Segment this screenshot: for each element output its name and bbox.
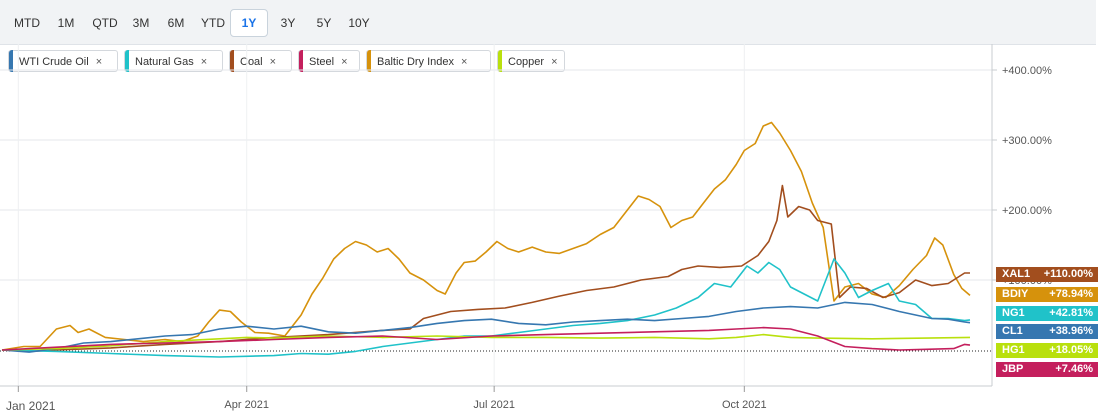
- legend-label: Copper: [508, 56, 545, 68]
- series-line-coal: [1, 184, 970, 353]
- series-line-baltic-dry-index: [1, 121, 971, 351]
- badge-value: +18.05%: [1049, 344, 1093, 356]
- legend-swatch: [230, 50, 234, 72]
- legend-swatch: [299, 50, 303, 72]
- legend-label: Baltic Dry Index: [377, 56, 455, 68]
- badge-ticker: CL1: [1002, 325, 1023, 337]
- range-button-1y[interactable]: 1Y: [230, 9, 268, 37]
- legend-label: Steel: [309, 56, 335, 68]
- legend-chip-wti-crude-oil[interactable]: WTI Crude Oil ×: [8, 50, 118, 72]
- badge-value: +110.00%: [1043, 268, 1093, 280]
- series-line-steel: [1, 326, 971, 351]
- remove-series-icon[interactable]: ×: [551, 56, 558, 68]
- badge-ticker: BDIY: [1002, 288, 1029, 300]
- range-button-1m[interactable]: 1M: [57, 16, 75, 30]
- range-button-5y[interactable]: 5Y: [316, 16, 332, 30]
- badge-ticker: XAL1: [1002, 268, 1031, 280]
- remove-series-icon[interactable]: ×: [461, 56, 468, 68]
- badge-ticker: JBP: [1002, 363, 1024, 375]
- badge-value: +78.94%: [1049, 288, 1093, 300]
- x-tick-label: Apr 2021: [224, 399, 269, 411]
- series-line-wti-crude-oil: [1, 301, 971, 353]
- value-badge-bdiy: BDIY +78.94%: [996, 287, 1098, 302]
- value-badge-hg1: HG1 +18.05%: [996, 343, 1098, 358]
- legend-label: Natural Gas: [135, 56, 194, 68]
- remove-series-icon[interactable]: ×: [200, 56, 208, 68]
- range-button-3m[interactable]: 3M: [132, 16, 150, 30]
- value-badge-cl1: CL1 +38.96%: [996, 324, 1098, 339]
- range-button-10y[interactable]: 10Y: [348, 16, 370, 30]
- range-toolbar: MTD 1M QTD 3M 6M YTD 1Y 3Y 5Y 10Y: [0, 0, 1096, 45]
- x-tick-label: Jul 2021: [473, 399, 515, 411]
- value-badge-xal1: XAL1 +110.00%: [996, 267, 1098, 282]
- legend-chip-copper[interactable]: Copper ×: [497, 50, 565, 72]
- series-line-natural-gas: [1, 258, 971, 358]
- remove-series-icon[interactable]: ×: [341, 56, 348, 68]
- legend-chip-baltic-dry-index[interactable]: Baltic Dry Index ×: [366, 50, 491, 72]
- value-badge-jbp: JBP +7.46%: [996, 362, 1098, 377]
- badge-ticker: HG1: [1002, 344, 1025, 356]
- legend-swatch: [125, 50, 129, 72]
- legend-chip-natural-gas[interactable]: Natural Gas ×: [124, 50, 223, 72]
- legend-chip-coal[interactable]: Coal ×: [229, 50, 292, 72]
- series-line-copper: [1, 333, 971, 351]
- legend-chip-steel[interactable]: Steel ×: [298, 50, 360, 72]
- y-tick-label: +300.00%: [1002, 135, 1052, 147]
- x-tick-label: Oct 2021: [722, 399, 767, 411]
- legend-label: WTI Crude Oil: [19, 56, 89, 68]
- range-button-qtd[interactable]: QTD: [92, 16, 118, 30]
- remove-series-icon[interactable]: ×: [95, 56, 103, 68]
- x-tick-label: Jan 2021: [6, 399, 56, 413]
- legend-swatch: [367, 50, 371, 72]
- y-tick-label: +200.00%: [1002, 205, 1052, 217]
- legend-swatch: [9, 50, 13, 72]
- range-button-6m[interactable]: 6M: [167, 16, 185, 30]
- remove-series-icon[interactable]: ×: [269, 56, 277, 68]
- range-button-ytd[interactable]: YTD: [201, 16, 225, 30]
- badge-value: +38.96%: [1049, 325, 1093, 337]
- range-button-mtd[interactable]: MTD: [14, 16, 40, 30]
- badge-ticker: NG1: [1002, 307, 1025, 319]
- legend-swatch: [498, 50, 502, 72]
- y-tick-label: +400.00%: [1002, 65, 1052, 77]
- legend-label: Coal: [240, 56, 263, 68]
- badge-value: +7.46%: [1055, 363, 1093, 375]
- badge-value: +42.81%: [1049, 307, 1093, 319]
- range-button-3y[interactable]: 3Y: [280, 16, 296, 30]
- value-badge-ng1: NG1 +42.81%: [996, 306, 1098, 321]
